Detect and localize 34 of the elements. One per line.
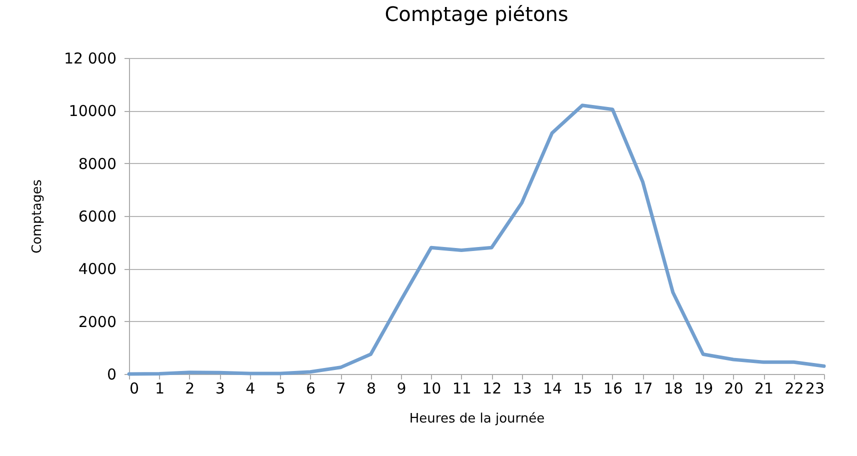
x-tick-label: 22 [784,380,804,398]
x-tick-label: 23 [805,380,824,398]
y-tick-label: 12 000 [64,50,116,68]
y-tick-label: 10000 [68,102,116,120]
x-tick-label: 17 [634,380,653,398]
x-tick-label: 0 [130,380,140,398]
x-tick-label: 20 [724,380,744,398]
x-tick-label: 3 [215,380,225,398]
y-tick-label: 4000 [78,260,116,278]
x-axis-title: Heures de la journée [409,412,545,426]
x-tick-label: 16 [603,380,623,398]
y-tick-label: 8000 [78,154,116,173]
x-tick-label: 10 [422,380,442,398]
y-tick-label: 2000 [78,312,116,331]
x-tick-label: 11 [452,380,472,398]
x-tick-label: 18 [664,380,683,398]
x-tick-label: 9 [396,380,406,398]
x-tick-label: 7 [336,380,346,398]
x-tick-label: 8 [366,380,376,398]
x-tick-label: 2 [185,380,195,398]
x-tick-label: 5 [276,380,286,398]
x-tick-label: 21 [754,380,774,398]
x-tick-label: 14 [542,380,562,398]
y-axis-title: Comptages [30,179,46,254]
x-tick-label: 4 [246,380,256,398]
x-tick-label: 6 [306,380,316,398]
y-tick-label: 6000 [78,208,116,226]
y-tick-label: 0 [106,366,116,384]
x-tick-label: 19 [694,380,714,398]
x-tick-label: 12 [482,380,502,398]
chart-title: Comptage piétons [384,2,568,26]
x-tick-label: 15 [573,380,592,398]
x-tick-label: 1 [154,380,164,398]
x-tick-label: 13 [512,380,532,398]
